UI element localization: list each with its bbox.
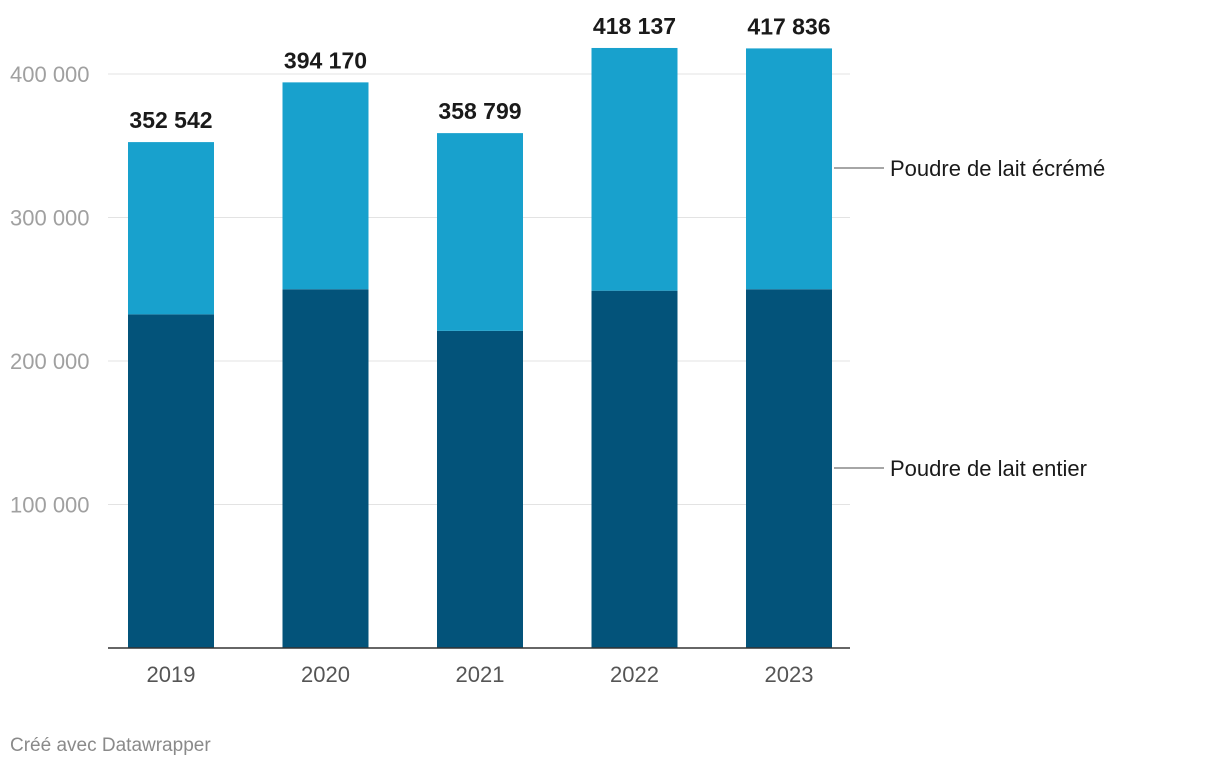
bar-poudre-lait-ecreme-2020 [282, 82, 369, 290]
bar-poudre-lait-entier-2022 [591, 290, 678, 648]
x-tick-label: 2022 [610, 662, 659, 687]
x-tick-label: 2023 [765, 662, 814, 687]
legend: Poudre de lait entier Poudre de lait écré… [834, 156, 1105, 481]
x-axis: 2019 2020 2021 2022 2023 [147, 662, 814, 687]
total-value-label: 417 836 [747, 13, 830, 39]
legend-label-poudre-lait-ecreme: Poudre de lait écrémé [890, 156, 1105, 181]
bar-poudre-lait-ecreme-2021 [437, 133, 523, 331]
total-labels: 352 542 394 170 358 799 418 137 417 836 [129, 13, 830, 133]
bar-poudre-lait-ecreme-2023 [746, 48, 832, 290]
legend-label-poudre-lait-entier: Poudre de lait entier [890, 456, 1087, 481]
y-tick-label: 200 000 [10, 349, 90, 374]
bar-poudre-lait-entier-2019 [128, 314, 214, 648]
bar-poudre-lait-entier-2020 [282, 289, 369, 648]
bars [128, 47, 832, 648]
bar-poudre-lait-ecreme-2019 [128, 142, 214, 315]
y-tick-label: 400 000 [10, 62, 90, 87]
total-value-label: 358 799 [438, 98, 521, 124]
total-value-label: 394 170 [284, 47, 367, 73]
credit-text: Créé avec Datawrapper [10, 735, 211, 756]
y-tick-label: 300 000 [10, 206, 90, 231]
bar-poudre-lait-entier-2021 [437, 330, 523, 648]
total-value-label: 418 137 [593, 13, 676, 39]
total-value-label: 352 542 [129, 107, 212, 133]
y-tick-label: 100 000 [10, 493, 90, 518]
x-tick-label: 2021 [456, 662, 505, 687]
bar-poudre-lait-ecreme-2022 [591, 47, 678, 291]
y-axis: 100 000 200 000 300 000 400 000 [10, 62, 90, 518]
x-tick-label: 2019 [147, 662, 196, 687]
x-tick-label: 2020 [301, 662, 350, 687]
bar-poudre-lait-entier-2023 [746, 289, 832, 648]
